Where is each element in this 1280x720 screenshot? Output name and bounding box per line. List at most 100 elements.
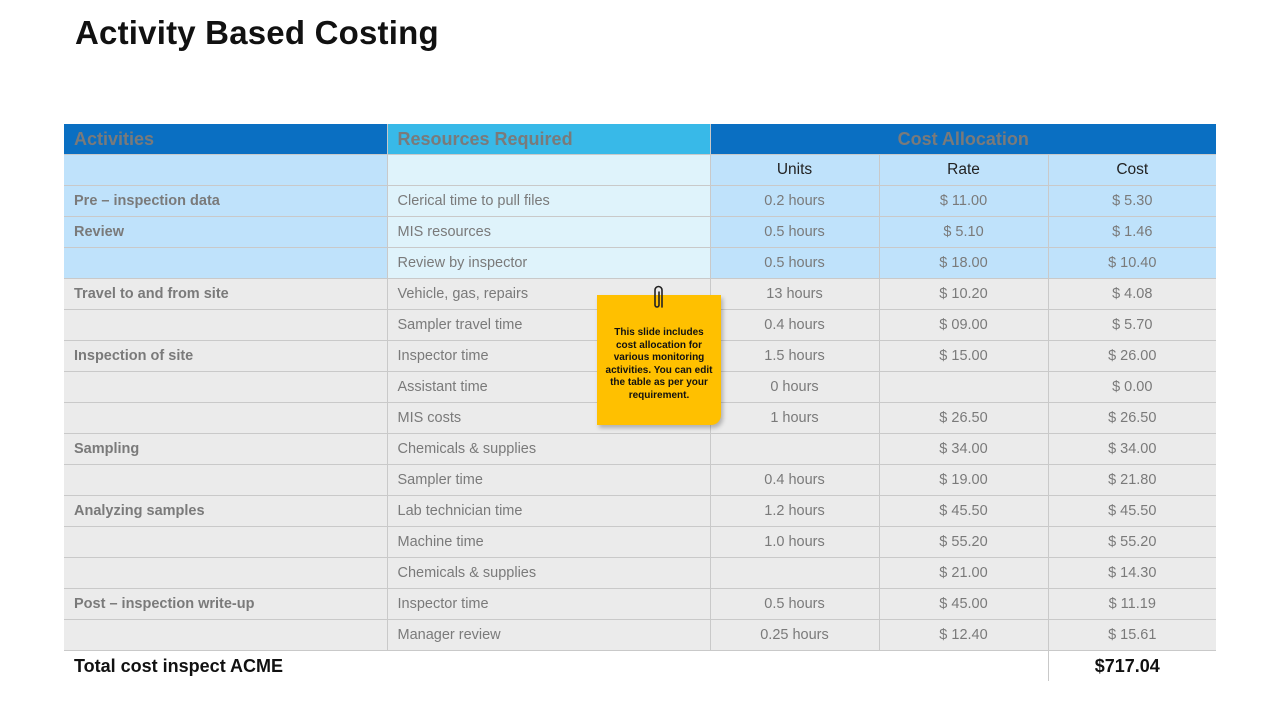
- table-body: Pre – inspection data Clerical time to pu…: [64, 185, 1217, 651]
- cell-units: 0.4 hours: [710, 309, 880, 341]
- table-row: MIS costs 1 hours $ 26.50 $ 26.50: [64, 402, 1217, 434]
- cell-activity: [64, 247, 388, 279]
- cell-resource: Clerical time to pull files: [387, 185, 711, 217]
- header-resources: Resources Required: [387, 124, 711, 155]
- cell-activity: Inspection of site: [64, 340, 388, 372]
- cell-rate: $ 11.00: [879, 185, 1049, 217]
- cell-units: 1.2 hours: [710, 495, 880, 527]
- table-row: Post – inspection write-up Inspector time…: [64, 588, 1217, 620]
- cell-resource: Machine time: [387, 526, 711, 558]
- cell-rate: $ 19.00: [879, 464, 1049, 496]
- sticky-note-text: This slide includes cost allocation for …: [605, 327, 713, 401]
- cell-units: 0.2 hours: [710, 185, 880, 217]
- cell-units: [710, 557, 880, 589]
- subheader-cost: Cost: [1048, 154, 1217, 186]
- cell-cost: $ 26.00: [1048, 340, 1217, 372]
- cell-activity: [64, 402, 388, 434]
- table-row: Analyzing samples Lab technician time 1.2 …: [64, 495, 1217, 527]
- cell-resource: MIS resources: [387, 216, 711, 248]
- cell-rate: $ 18.00: [879, 247, 1049, 279]
- cell-units: 0.5 hours: [710, 588, 880, 620]
- cell-rate: $ 12.40: [879, 619, 1049, 651]
- total-label: Total cost inspect ACME: [64, 650, 710, 681]
- cell-cost: $ 5.70: [1048, 309, 1217, 341]
- cell-cost: $ 0.00: [1048, 371, 1217, 403]
- cell-activity: Review: [64, 216, 388, 248]
- cell-cost: $ 55.20: [1048, 526, 1217, 558]
- cell-activity: Post – inspection write-up: [64, 588, 388, 620]
- cell-activity: Travel to and from site: [64, 278, 388, 310]
- cell-cost: $ 5.30: [1048, 185, 1217, 217]
- table-row: Review by inspector 0.5 hours $ 18.00 $ 10.…: [64, 247, 1217, 279]
- table-header-row: Activities Resources Required Cost Alloc…: [64, 124, 1217, 155]
- cell-activity: Analyzing samples: [64, 495, 388, 527]
- paperclip-icon: [654, 285, 663, 308]
- subheader-empty-activity: [64, 154, 388, 186]
- table-row: Machine time 1.0 hours $ 55.20 $ 55.20: [64, 526, 1217, 558]
- total-value: $717.04: [1048, 650, 1217, 681]
- cell-activity: Pre – inspection data: [64, 185, 388, 217]
- cell-activity: Sampling: [64, 433, 388, 465]
- table-row: Sampling Chemicals & supplies $ 34.00 $ 34.…: [64, 433, 1217, 465]
- subheader-rate: Rate: [879, 154, 1049, 186]
- cell-resource: Vehicle, gas, repairs: [387, 278, 711, 310]
- subheader-empty-resource: [387, 154, 711, 186]
- cell-resource: Review by inspector: [387, 247, 711, 279]
- table-row: Assistant time 0 hours $ 0.00: [64, 371, 1217, 403]
- cell-cost: $ 34.00: [1048, 433, 1217, 465]
- cell-rate: [879, 371, 1049, 403]
- cell-units: 0.4 hours: [710, 464, 880, 496]
- cell-rate: $ 10.20: [879, 278, 1049, 310]
- cell-activity: [64, 309, 388, 341]
- cell-cost: $ 1.46: [1048, 216, 1217, 248]
- cell-rate: $ 5.10: [879, 216, 1049, 248]
- table-row: Sampler travel time 0.4 hours $ 09.00 $ 5.7…: [64, 309, 1217, 341]
- table-row: Sampler time 0.4 hours $ 19.00 $ 21.80: [64, 464, 1217, 496]
- cell-cost: $ 26.50: [1048, 402, 1217, 434]
- cell-rate: $ 09.00: [879, 309, 1049, 341]
- cell-units: 1 hours: [710, 402, 880, 434]
- cell-resource: Chemicals & supplies: [387, 433, 711, 465]
- cell-rate: $ 21.00: [879, 557, 1049, 589]
- cell-rate: $ 34.00: [879, 433, 1049, 465]
- cell-cost: $ 4.08: [1048, 278, 1217, 310]
- cell-rate: $ 45.00: [879, 588, 1049, 620]
- page-title: Activity Based Costing: [75, 14, 439, 51]
- header-cost-allocation: Cost Allocation: [710, 124, 1217, 155]
- table-subheader-row: Units Rate Cost: [64, 154, 1217, 186]
- cell-rate: $ 45.50: [879, 495, 1049, 527]
- cell-cost: $ 14.30: [1048, 557, 1217, 589]
- cell-resource: Sampler time: [387, 464, 711, 496]
- cell-activity: [64, 371, 388, 403]
- cell-cost: $ 21.80: [1048, 464, 1217, 496]
- cell-resource: Chemicals & supplies: [387, 557, 711, 589]
- table-row: Chemicals & supplies $ 21.00 $ 14.30: [64, 557, 1217, 589]
- header-activities: Activities: [64, 124, 388, 155]
- cell-units: 1.5 hours: [710, 340, 880, 372]
- cell-resource: Manager review: [387, 619, 711, 651]
- cell-cost: $ 10.40: [1048, 247, 1217, 279]
- sticky-note: This slide includes cost allocation for …: [597, 295, 721, 425]
- cell-activity: [64, 619, 388, 651]
- table-row: Review MIS resources 0.5 hours $ 5.10 $ 1.46: [64, 216, 1217, 248]
- subheader-units: Units: [710, 154, 880, 186]
- cell-activity: [64, 464, 388, 496]
- cell-rate: $ 15.00: [879, 340, 1049, 372]
- table-row: Manager review 0.25 hours $ 12.40 $ 15.61: [64, 619, 1217, 651]
- cell-units: 0 hours: [710, 371, 880, 403]
- cell-cost: $ 45.50: [1048, 495, 1217, 527]
- cell-activity: [64, 557, 388, 589]
- cost-table: Activities Resources Required Cost Alloc…: [64, 124, 1217, 681]
- cell-units: [710, 433, 880, 465]
- cell-rate: $ 55.20: [879, 526, 1049, 558]
- cell-rate: $ 26.50: [879, 402, 1049, 434]
- cell-units: 0.5 hours: [710, 247, 880, 279]
- cell-cost: $ 15.61: [1048, 619, 1217, 651]
- cell-units: 1.0 hours: [710, 526, 880, 558]
- table-row: Travel to and from site Vehicle, gas, rep…: [64, 278, 1217, 310]
- table-row: Pre – inspection data Clerical time to pu…: [64, 185, 1217, 217]
- cell-units: 13 hours: [710, 278, 880, 310]
- cell-units: 0.25 hours: [710, 619, 880, 651]
- cell-resource: Inspector time: [387, 588, 711, 620]
